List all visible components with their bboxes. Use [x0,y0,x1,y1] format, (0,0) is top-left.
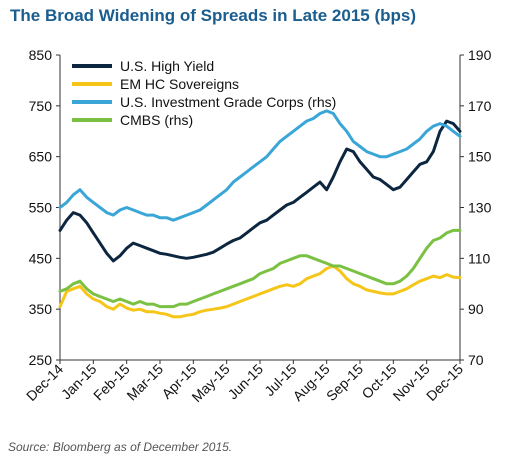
right-tick-label: 130 [468,200,492,216]
x-tick-label: May-15 [188,361,232,405]
series-layer [58,109,462,319]
right-tick-label: 70 [468,352,484,368]
right-tick-label: 190 [468,47,492,63]
series-line-2 [58,109,462,222]
right-tick-label: 110 [468,250,491,266]
x-tick-label: Sep-15 [323,361,366,404]
series-line-0 [58,119,462,263]
left-tick-label: 450 [29,250,53,266]
x-tick-label: Dec-15 [423,361,466,404]
left-tick-label: 350 [29,301,53,317]
left-tick-label: 850 [29,47,53,63]
x-tick-label: Mar-15 [123,361,166,404]
legend-label-3: CMBS (rhs) [120,112,193,128]
x-tick-label: Feb-15 [90,361,133,404]
left-tick-label: 750 [29,98,53,114]
right-tick-label: 90 [468,301,484,317]
series-line-1 [58,264,462,319]
legend-label-1: EM HC Sovereigns [120,76,239,92]
left-tick-label: 650 [29,149,53,165]
chart-title: The Broad Widening of Spreads in Late 20… [10,6,417,25]
series-line-3 [58,228,462,309]
left-tick-label: 250 [29,352,53,368]
right-tick-label: 150 [468,149,492,165]
x-tick-label: Jun-15 [225,361,267,403]
source-note: Source: Bloomberg as of December 2015. [8,440,233,454]
legend: U.S. High Yield EM HC Sovereigns U.S. Inve… [72,58,336,128]
left-tick-label: 550 [29,200,53,216]
right-tick-label: 170 [468,98,492,114]
legend-label-0: U.S. High Yield [120,58,214,74]
legend-label-2: U.S. Investment Grade Corps (rhs) [120,94,336,110]
